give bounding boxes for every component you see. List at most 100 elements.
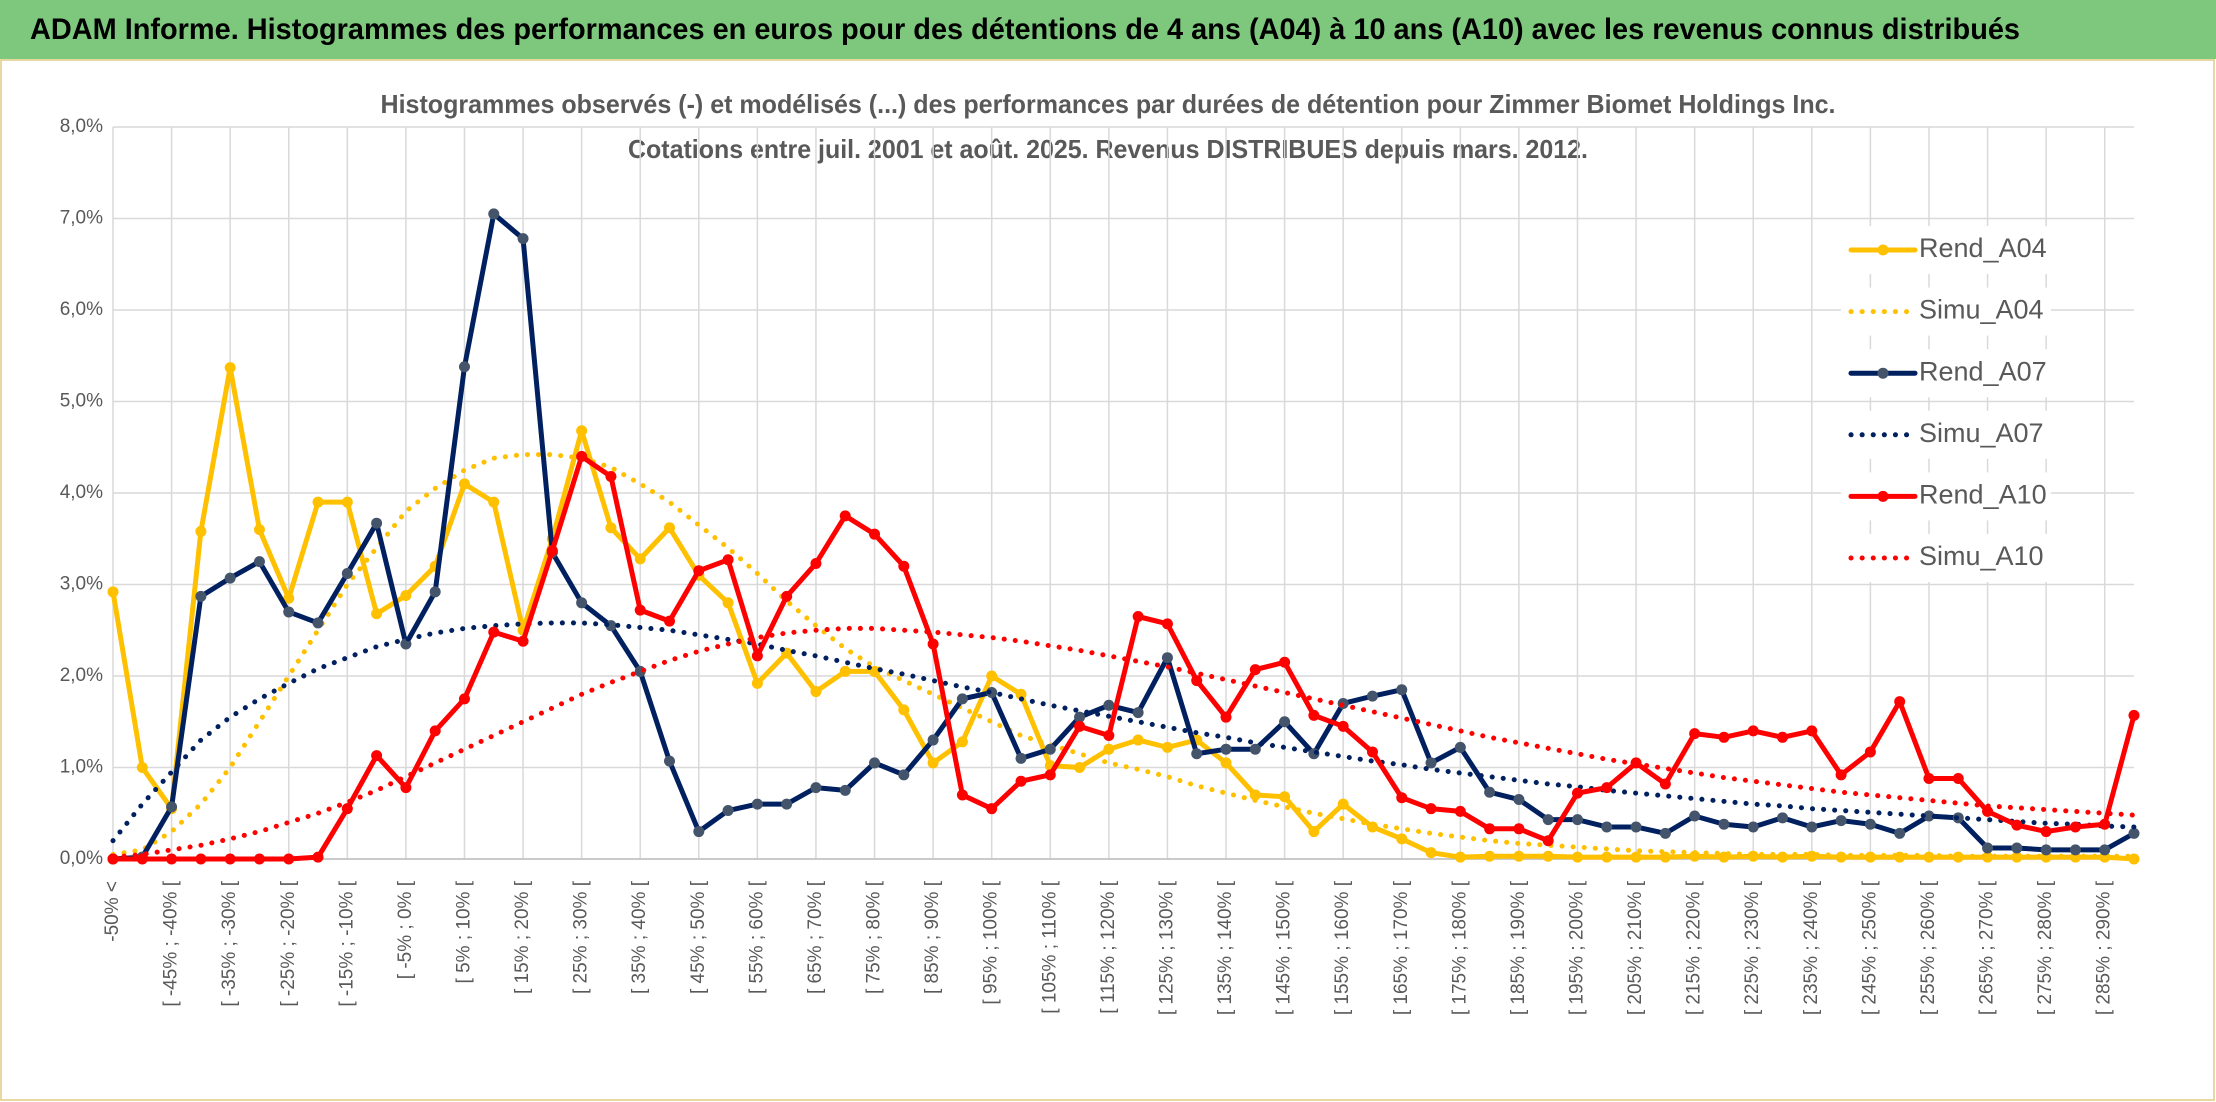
x-tick-label: [ 215% ; 220% [ [1684,880,1705,1015]
series-marker [664,522,676,534]
legend-bg [1841,534,2051,582]
series-marker [1513,823,1525,835]
series-marker [1220,711,1232,723]
x-tick-label: [ 285% ; 290% [ [2094,880,2115,1015]
series-marker [1484,850,1496,862]
series-marker [371,750,383,762]
series-marker [1982,842,1994,854]
series-marker [341,496,353,508]
x-tick-label: [ 5% ; 10% [ [453,880,474,983]
chart-title: Histogrammes observés (-) et modélisés (… [381,89,1836,119]
x-tick-label: -50% < [102,881,123,942]
series-marker [1425,757,1437,769]
series-marker [312,617,324,629]
series-marker [956,693,968,705]
chart-subtitle: Cotations entre juil. 2001 et août. 2025… [628,134,1588,164]
series-marker [1132,707,1144,719]
series-marker [1454,805,1466,817]
series-marker [1689,728,1701,740]
series-marker [1542,850,1554,862]
series-marker [1952,772,1964,784]
series-marker [488,208,500,220]
series-marker [693,826,705,838]
series-marker [1894,696,1906,708]
series-marker [429,586,441,598]
series-marker [1659,851,1671,863]
series-marker [1806,821,1818,833]
title-bar [0,0,2216,59]
series-marker [1249,664,1261,676]
series-marker [1718,818,1730,830]
x-tick-label: [ 105% ; 110% [ [1039,880,1060,1013]
series-marker [1777,812,1789,824]
x-tick-label: [ 245% ; 250% [ [1859,880,1880,1015]
series-marker [1161,618,1173,630]
series-marker [1074,711,1086,723]
x-tick-label: [ 25% ; 30% [ [571,880,592,994]
series-marker [810,557,822,569]
x-tick-label: [ 135% ; 140% [ [1215,880,1236,1015]
y-tick-label: 7,0% [60,208,103,229]
series-line [110,211,2137,862]
x-tick-label: [ -25% ; -20% [ [278,880,299,1006]
series-marker [224,362,236,374]
series-marker [839,784,851,796]
series-marker [1747,725,1759,737]
series-marker [605,522,617,534]
y-tick-label: 8,0% [60,116,103,137]
series-marker [1074,720,1086,732]
series-marker [458,361,470,373]
series-marker [1718,731,1730,743]
series-marker [751,650,763,662]
series-marker [2069,844,2081,856]
series-marker [1894,827,1906,839]
series-marker [693,565,705,577]
y-tick-label: 4,0% [60,482,103,503]
series-marker [1249,789,1261,801]
series-marker [1074,762,1086,773]
series-marker [1806,725,1818,737]
series-marker [839,665,851,677]
series-marker [1396,684,1408,696]
legend-label: Simu_A07 [1919,418,2044,448]
series-marker [1015,775,1027,787]
series-marker [898,704,910,716]
series-marker [898,560,910,572]
series-marker [664,615,676,627]
series-marker [1571,814,1583,826]
series-marker [1366,746,1378,758]
series-marker [136,762,148,773]
series-marker [1279,656,1291,668]
series-marker [927,638,939,650]
series-marker [195,853,207,865]
x-tick-label: [ 55% ; 60% [ [746,880,767,994]
series-marker [1132,611,1144,623]
series-marker [1220,757,1232,769]
series-marker [1513,794,1525,806]
x-tick-label: [ 145% ; 150% [ [1274,880,1295,1015]
series-marker [1249,743,1261,755]
x-tick-label: [ 275% ; 280% [ [2035,880,2056,1015]
series-marker [458,693,470,705]
series-marker [1923,772,1935,784]
series-marker [253,556,265,568]
series-marker [1484,823,1496,835]
series-marker [1425,847,1437,859]
series-marker [781,798,793,810]
series-marker [986,670,998,682]
x-tick-label: [ 125% ; 130% [ [1156,880,1177,1015]
series-marker [283,853,295,865]
series-marker [956,789,968,801]
series-marker [517,233,529,245]
x-tick-label: [ 205% ; 210% [ [1625,880,1646,1015]
series-marker [488,496,500,508]
legend-label: Rend_A07 [1919,356,2047,386]
series-marker [1806,850,1818,862]
series-marker [1015,688,1027,700]
series-marker [371,517,383,529]
series-line [110,620,2137,844]
series-marker [1601,821,1613,833]
series-marker [1132,734,1144,746]
series-marker [253,524,265,536]
